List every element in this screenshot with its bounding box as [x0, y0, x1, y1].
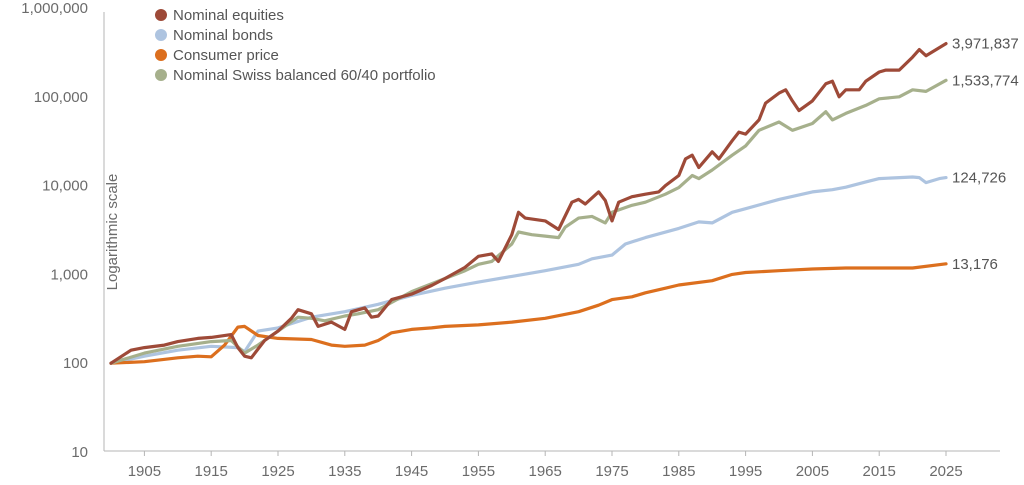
y-tick-label: 10 [71, 444, 88, 461]
x-tick-label: 1955 [462, 463, 495, 480]
legend-label-nominal-bonds: Nominal bonds [173, 27, 273, 44]
y-tick-label: 1,000,000 [21, 0, 88, 17]
legend-label-nominal-swiss-balanced-60-40-portfolio: Nominal Swiss balanced 60/40 portfolio [173, 67, 436, 84]
x-ticks: 1905 1915 1925 1935 1945 1955 1965 1975 1985 1995… [128, 451, 963, 480]
end-labels: 124,726 13,176 1,533,774 3,971,837 [952, 36, 1019, 273]
end-label-nominal-swiss-balanced-60-40-portfolio: 1,533,774 [952, 72, 1019, 89]
legend-marker-consumer-price [155, 49, 167, 61]
y-tick-label: 1,000 [50, 266, 88, 283]
x-tick-label: 1915 [195, 463, 228, 480]
y-ticks: 10 100 1,000 10,000 100,000 1,000,000 [21, 0, 88, 461]
legend: Nominal equities Nominal bonds Consumer pr… [155, 7, 436, 84]
y-tick-label: 100,000 [34, 89, 88, 106]
legend-marker-nominal-swiss-balanced-60-40-portfolio [155, 69, 167, 81]
x-tick-label: 1925 [261, 463, 294, 480]
series-lines [109, 42, 948, 365]
x-tick-label: 1945 [395, 463, 428, 480]
x-tick-label: 2025 [929, 463, 962, 480]
y-tick-label: 10,000 [42, 178, 88, 195]
legend-marker-nominal-bonds [155, 29, 167, 41]
y-axis-label: Logarithmic scale [104, 174, 121, 291]
series-line-nominal-bonds [109, 175, 948, 365]
x-tick-label: 1975 [595, 463, 628, 480]
x-tick-label: 1965 [529, 463, 562, 480]
x-tick-label: 2015 [863, 463, 896, 480]
y-tick-label: 100 [63, 355, 88, 372]
x-tick-label: 1995 [729, 463, 762, 480]
x-tick-label: 1905 [128, 463, 161, 480]
end-label-nominal-bonds: 124,726 [952, 170, 1006, 187]
series-line-nominal-swiss-balanced-60-40-portfolio [109, 78, 948, 365]
series-line-consumer-price [109, 262, 948, 365]
legend-label-nominal-equities: Nominal equities [173, 7, 284, 24]
series-line-nominal-equities [109, 42, 948, 365]
end-label-consumer-price: 13,176 [952, 256, 998, 273]
end-label-nominal-equities: 3,971,837 [952, 36, 1019, 53]
legend-marker-nominal-equities [155, 9, 167, 21]
x-tick-label: 1935 [328, 463, 361, 480]
x-tick-label: 2005 [796, 463, 829, 480]
x-tick-label: 1985 [662, 463, 695, 480]
legend-label-consumer-price: Consumer price [173, 47, 279, 64]
